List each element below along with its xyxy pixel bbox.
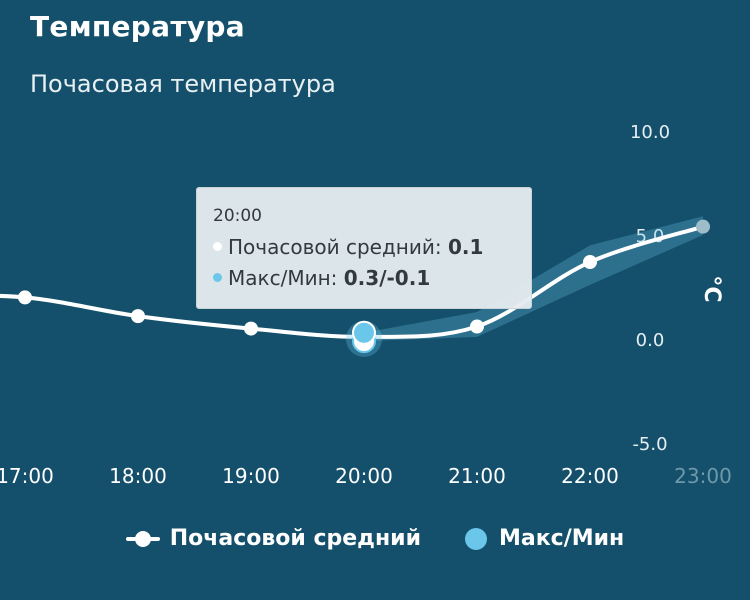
average-point[interactable]: [244, 321, 258, 336]
tooltip-average-label: Почасовой средний:: [228, 235, 442, 259]
legend-item-hourly-average[interactable]: Почасовой средний: [125, 526, 421, 551]
x-tick-label: 18:00: [109, 464, 167, 488]
y-tick-label: 10.0: [630, 122, 670, 143]
tooltip-maxmin-label: Макс/Мин:: [228, 266, 338, 290]
x-tick-label: 20:00: [335, 464, 393, 488]
hourly-average-line: [0, 224, 705, 339]
tooltip-row-maxmin: Макс/Мин: 0.3/-0.1: [213, 263, 531, 294]
x-tick-label: 19:00: [222, 464, 280, 488]
legend-line-symbol: [125, 530, 160, 547]
y-tick-label: 0.0: [636, 330, 665, 351]
average-point[interactable]: [131, 309, 145, 324]
x-axis-ticks: 17:00 18:00 19:00 20:00 21:00 22:00 23:00: [0, 464, 732, 488]
y-axis-ticks: 10.05.00.0-5.0: [630, 122, 670, 455]
average-point[interactable]: [583, 255, 597, 270]
highlight-max-marker: [352, 320, 376, 345]
y-tick-label: -5.0: [632, 434, 667, 455]
average-point[interactable]: [470, 319, 484, 334]
y-axis-unit-label: °C: [699, 275, 724, 302]
tooltip-average-dot: [213, 242, 222, 251]
tooltip-maxmin-dot: [213, 273, 222, 282]
tooltip-maxmin-value: 0.3/-0.1: [343, 266, 431, 290]
tooltip-row-average: Почасовой средний: 0.1: [213, 232, 531, 263]
tooltip-time: 20:00: [213, 206, 262, 226]
average-point[interactable]: [18, 290, 32, 305]
chart-subtitle: Почасовая температура: [30, 70, 336, 98]
tooltip-average-value: 0.1: [447, 235, 484, 259]
legend-circle-symbol: [464, 527, 487, 550]
chart-tooltip: 20:00 Почасовой средний: 0.1 Макс/Мин: 0…: [196, 187, 532, 309]
legend-label-hourly-average: Почасовой средний: [169, 526, 421, 551]
hovered-point-highlight: [346, 320, 382, 357]
page-title: Температура: [30, 10, 245, 43]
x-tick-label: 22:00: [561, 464, 619, 488]
average-point[interactable]: [696, 219, 710, 234]
x-tick-label: 17:00: [0, 464, 54, 488]
max-min-range-band: [364, 216, 703, 342]
legend-item-max-min[interactable]: Макс/Мин: [464, 526, 625, 551]
x-tick-label: 21:00: [448, 464, 506, 488]
chart-legend: Почасовой средний Макс/Мин: [0, 526, 750, 551]
legend-label-max-min: Макс/Мин: [498, 526, 625, 551]
x-tick-label: 23:00: [674, 464, 732, 488]
